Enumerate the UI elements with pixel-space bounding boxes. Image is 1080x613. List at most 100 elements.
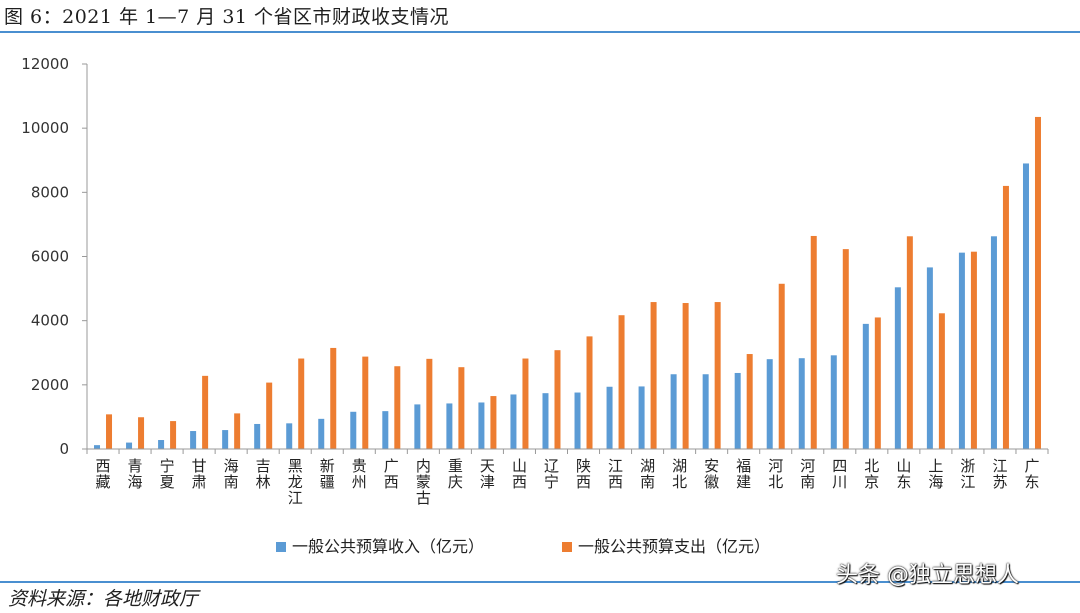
income-bar xyxy=(702,374,709,449)
source-note: 资料来源：各地财政厅 xyxy=(8,588,199,610)
category-label: 湖北 xyxy=(672,457,687,491)
income-bar xyxy=(158,440,165,449)
bars xyxy=(94,116,1041,449)
expense-bar xyxy=(202,375,209,449)
category-label: 宁夏 xyxy=(160,457,175,491)
top-rule xyxy=(0,31,1080,33)
category-label: 辽宁 xyxy=(544,457,559,491)
category-label: 黑龙江 xyxy=(288,457,303,507)
income-bar xyxy=(894,287,901,449)
bottom-rule xyxy=(0,581,1080,583)
income-bar xyxy=(766,359,773,449)
legend-label-expense: 一般公共预算支出（亿元） xyxy=(578,537,770,556)
expense-bar xyxy=(810,235,817,449)
expense-bar xyxy=(586,336,593,449)
category-label: 重庆 xyxy=(448,457,463,491)
category-label: 河北 xyxy=(768,457,783,491)
income-bar xyxy=(542,393,549,449)
category-label: 陕西 xyxy=(576,457,591,491)
bar-chart: 0 2000 4000 6000 8000 10000 12000 西藏青海宁夏甘肃海南吉林… xyxy=(21,55,1049,556)
category-label: 福建 xyxy=(736,457,751,491)
category-label: 河南 xyxy=(800,457,815,491)
y-tick-label: 4000 xyxy=(31,312,69,330)
category-label: 新疆 xyxy=(320,457,335,491)
y-tick-label: 10000 xyxy=(21,119,69,137)
expense-bar xyxy=(266,382,273,449)
income-bar xyxy=(414,404,421,449)
income-bar xyxy=(510,394,517,449)
expense-bar xyxy=(714,302,721,449)
income-bar xyxy=(222,430,229,449)
income-bar xyxy=(382,411,389,449)
expense-bar xyxy=(298,358,305,449)
income-bar xyxy=(446,403,453,449)
category-label: 青海 xyxy=(128,457,143,491)
income-bar xyxy=(318,418,325,449)
y-tick-label: 12000 xyxy=(21,55,69,73)
expense-bar xyxy=(1002,185,1009,449)
income-bar xyxy=(286,423,293,449)
y-tick-label: 2000 xyxy=(31,376,69,394)
category-label: 天津 xyxy=(480,457,495,491)
category-label: 四川 xyxy=(832,457,847,491)
category-label: 江苏 xyxy=(992,457,1007,491)
income-bar xyxy=(862,323,869,449)
expense-bar xyxy=(106,414,113,449)
expense-bar xyxy=(170,421,177,449)
category-label: 贵州 xyxy=(352,457,367,491)
expense-bar xyxy=(1034,116,1041,449)
income-bar xyxy=(574,392,581,449)
category-label: 广西 xyxy=(384,457,399,491)
y-tick-label: 6000 xyxy=(31,248,69,266)
expense-bar xyxy=(554,350,561,449)
category-label: 西藏 xyxy=(96,457,111,491)
expense-bar xyxy=(458,367,465,449)
expense-bar xyxy=(522,358,529,449)
category-label: 安徽 xyxy=(704,457,719,491)
category-label: 山东 xyxy=(896,457,911,491)
y-axis: 0 2000 4000 6000 8000 10000 12000 xyxy=(21,55,88,458)
expense-bar xyxy=(778,283,785,449)
income-bar xyxy=(926,267,933,449)
category-label: 浙江 xyxy=(960,457,975,491)
expense-bar xyxy=(906,236,913,449)
expense-bar xyxy=(682,303,689,449)
income-bar xyxy=(126,442,133,449)
income-bar xyxy=(958,252,965,449)
category-label: 江西 xyxy=(608,457,623,491)
income-bar xyxy=(190,431,197,449)
category-label: 山西 xyxy=(512,457,527,491)
expense-bar xyxy=(938,313,945,449)
watermark: 头条 @独立思想人 xyxy=(836,563,1019,588)
category-label: 内蒙古 xyxy=(416,457,431,507)
category-label: 吉林 xyxy=(256,457,271,491)
income-bar xyxy=(830,355,837,449)
legend-swatch-income xyxy=(276,542,286,552)
income-bar xyxy=(670,374,677,449)
income-bar xyxy=(798,358,805,449)
income-bar xyxy=(478,402,485,449)
income-bar xyxy=(1022,163,1029,449)
expense-bar xyxy=(842,249,849,449)
y-tick-label: 8000 xyxy=(31,183,69,201)
expense-bar xyxy=(330,347,337,449)
category-label: 上海 xyxy=(928,457,943,491)
expense-bar xyxy=(970,251,977,449)
expense-bar xyxy=(746,354,753,449)
expense-bar xyxy=(650,302,657,449)
legend-swatch-expense xyxy=(562,542,572,552)
category-label: 北京 xyxy=(864,457,879,491)
category-label: 广东 xyxy=(1024,457,1039,491)
expense-bar xyxy=(362,356,369,449)
category-label: 湖南 xyxy=(640,457,655,491)
y-tick-label: 0 xyxy=(59,440,69,458)
category-label: 甘肃 xyxy=(192,457,207,491)
expense-bar xyxy=(490,396,497,449)
income-bar xyxy=(254,423,261,449)
income-bar xyxy=(350,411,357,449)
expense-bar xyxy=(426,358,433,449)
legend-label-income: 一般公共预算收入（亿元） xyxy=(292,537,484,556)
expense-bar xyxy=(618,315,625,449)
category-label: 海南 xyxy=(224,457,239,491)
legend: 一般公共预算收入（亿元） 一般公共预算支出（亿元） xyxy=(276,537,770,556)
